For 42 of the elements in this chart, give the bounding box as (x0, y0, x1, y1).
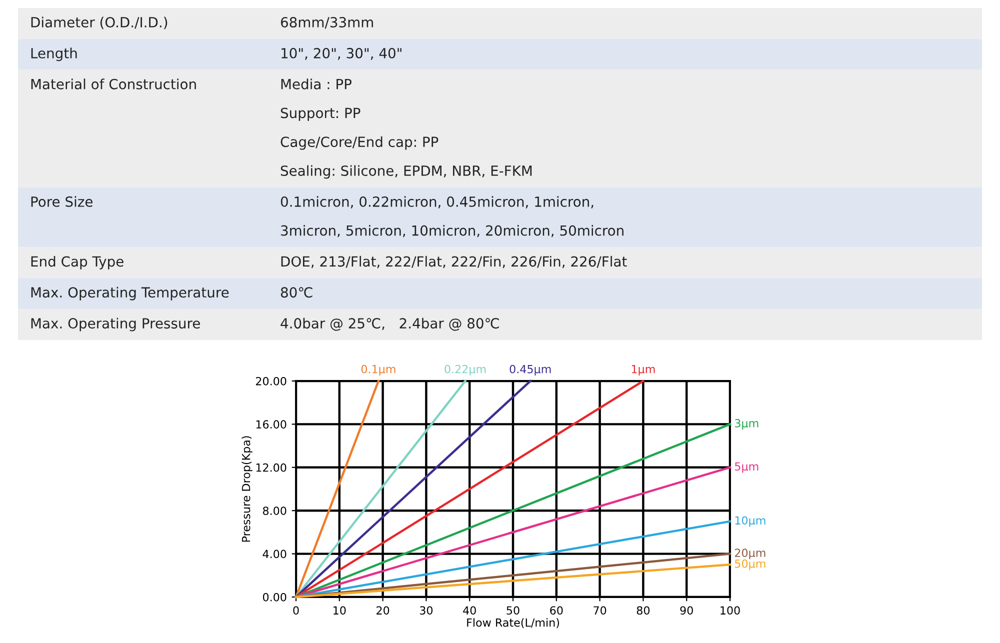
text: 4.0bar @ 25℃, 2.4bar @ 80℃ (280, 318, 499, 331)
text: 80℃ (280, 287, 312, 298)
series-label: 1μm (632, 365, 655, 376)
series-label: 5μm (735, 462, 758, 473)
series-label: 3μm (735, 419, 758, 430)
x-tick-label: 20 (376, 606, 390, 615)
y-tick-label: 8.00 (262, 506, 286, 515)
text: 10", 20", 30", 40" (282, 48, 402, 60)
x-tick-label: 60 (550, 606, 563, 615)
text: Max. Operating Pressure (31, 318, 200, 332)
series-label: 10μm (735, 516, 766, 527)
x-tick-label: 90 (680, 606, 693, 615)
text: 0.1micron, 0.22micron, 0.45micron, 1micron, 3micron, 5micron, 10micron, 20micron, 50micron (280, 196, 624, 238)
series-label: 50μm (735, 559, 766, 570)
text: 68mm/33mm (280, 16, 373, 29)
series-label: 0.45μm (510, 364, 551, 376)
x-tick-label: 30 (420, 606, 433, 615)
x-tick-label: 40 (463, 606, 476, 615)
text: DOE, 213/Flat, 222/Flat, 222/Fin, 226/Fin, 226/Flat (281, 256, 627, 268)
text: Pore Size (31, 196, 92, 207)
x-tick-label: 50 (506, 606, 520, 615)
series-label: 0.1μm (361, 364, 396, 376)
series-label: 20μm (734, 548, 766, 560)
x-tick-label: 10 (334, 606, 346, 615)
y-tick-label: 20.00 (256, 376, 286, 386)
x-tick-label: 0 (293, 606, 299, 615)
y-tick-label: 12.00 (256, 463, 286, 472)
y-tick-label: 16.00 (256, 420, 286, 429)
x-tick-label: 100 (720, 606, 740, 615)
x-tick-label: 70 (594, 606, 606, 615)
text: Length (31, 48, 77, 62)
text: Diameter (O.D./I.D.) (31, 16, 168, 30)
text: Material of Construction (31, 78, 196, 90)
y-tick-label: 4.00 (262, 550, 286, 558)
series-label: 0.22μm (444, 364, 486, 376)
text: Max. Operating Temperature (31, 286, 229, 300)
y-axis-title: Pressure Drop(Kpa) (242, 436, 252, 542)
text: End Cap Type (31, 256, 124, 270)
x-axis-title: Flow Rate(L/min) (467, 618, 560, 628)
y-tick-label: 0.00 (262, 592, 286, 602)
x-tick-label: 80 (636, 606, 650, 615)
text: Media : PP Support: PP Cage/Core/End cap: PP Sealing: Silicone, EPDM, NBR, E-FKM (280, 78, 532, 179)
